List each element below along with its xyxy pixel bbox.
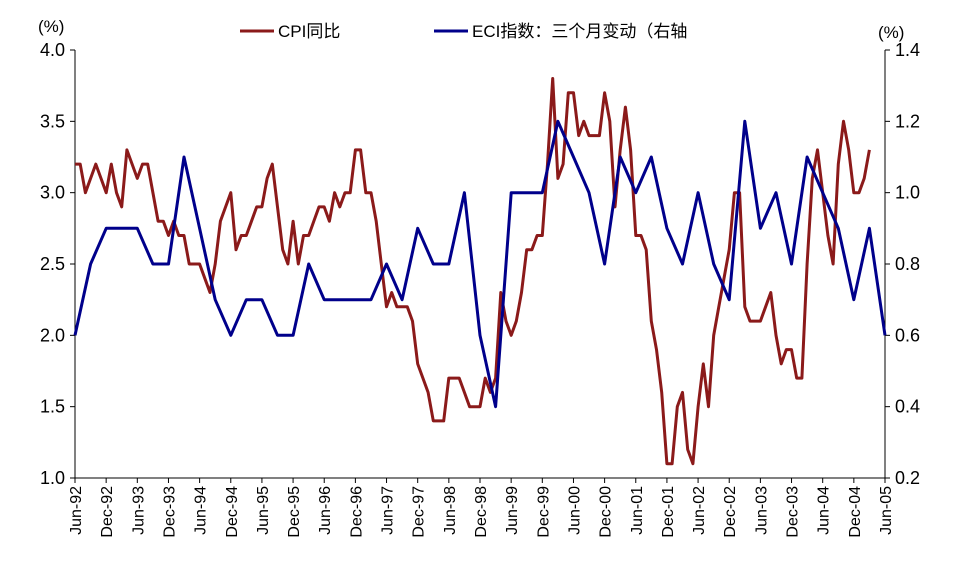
x-tick-label: Jun-94 — [193, 486, 210, 535]
x-tick-label: Dec-95 — [286, 486, 303, 538]
legend-eci-label: ECI指数：三个月变动（右轴 — [472, 22, 687, 41]
left-axis-ticks: 1.0 1.5 2.0 2.5 3.0 3.5 4.0 — [40, 40, 75, 488]
left-tick-label: 2.0 — [40, 325, 65, 345]
legend: CPI同比 ECI指数：三个月变动（右轴 — [240, 22, 687, 41]
x-tick-label: Dec-02 — [722, 486, 739, 538]
series-line-cpi — [75, 77, 871, 466]
x-tick-label: Jun-95 — [255, 486, 272, 535]
legend-cpi-label: CPI同比 — [278, 22, 340, 41]
x-tick-label: Jun-96 — [317, 486, 334, 535]
x-tick-label: Jun-00 — [566, 486, 583, 535]
x-tick-label: Dec-03 — [785, 486, 802, 538]
x-tick-label: Jun-99 — [504, 486, 521, 535]
right-tick-label: 0.6 — [895, 325, 920, 345]
x-tick-label: Jun-01 — [629, 486, 646, 535]
x-tick-label: Dec-94 — [224, 486, 241, 538]
right-tick-label: 0.4 — [895, 397, 920, 417]
x-tick-label: Jun-98 — [442, 486, 459, 535]
right-tick-label: 0.8 — [895, 254, 920, 274]
x-axis-ticks: Jun-92 Dec-92 Jun-93 Dec-93 Jun-94 Dec-94 Jun-… — [68, 478, 895, 538]
x-tick-label: Jun-05 — [878, 486, 895, 535]
x-tick-label: Jun-03 — [753, 486, 770, 535]
right-tick-label: 0.2 — [895, 468, 920, 488]
x-tick-label: Jun-97 — [380, 486, 397, 535]
x-tick-label: Jun-04 — [816, 486, 833, 535]
x-tick-label: Jun-02 — [691, 486, 708, 535]
left-tick-label: 3.0 — [40, 183, 65, 203]
x-tick-label: Dec-04 — [847, 486, 864, 538]
x-tick-label: Dec-92 — [99, 486, 116, 538]
x-tick-label: Dec-99 — [535, 486, 552, 538]
x-tick-label: Dec-96 — [348, 486, 365, 538]
right-tick-label: 1.4 — [895, 40, 920, 60]
left-tick-label: 1.0 — [40, 468, 65, 488]
right-tick-label: 1.0 — [895, 183, 920, 203]
left-tick-label: 4.0 — [40, 40, 65, 60]
left-tick-label: 1.5 — [40, 397, 65, 417]
left-axis-unit: (%) — [38, 17, 64, 36]
x-tick-label: Dec-00 — [598, 486, 615, 538]
left-tick-label: 2.5 — [40, 254, 65, 274]
series-layer — [73, 77, 887, 466]
x-tick-label: Dec-01 — [660, 486, 677, 538]
x-tick-label: Dec-93 — [161, 486, 178, 538]
x-tick-label: Jun-92 — [68, 486, 85, 535]
right-tick-label: 1.2 — [895, 111, 920, 131]
x-tick-label: Jun-93 — [130, 486, 147, 535]
series-line-eci — [73, 119, 887, 409]
left-tick-label: 3.5 — [40, 111, 65, 131]
right-axis-ticks: 0.2 0.4 0.6 0.8 1.0 1.2 1.4 — [885, 40, 920, 488]
x-tick-label: Dec-98 — [473, 486, 490, 538]
right-axis-unit: (%) — [878, 23, 904, 42]
x-tick-label: Dec-97 — [411, 486, 428, 538]
